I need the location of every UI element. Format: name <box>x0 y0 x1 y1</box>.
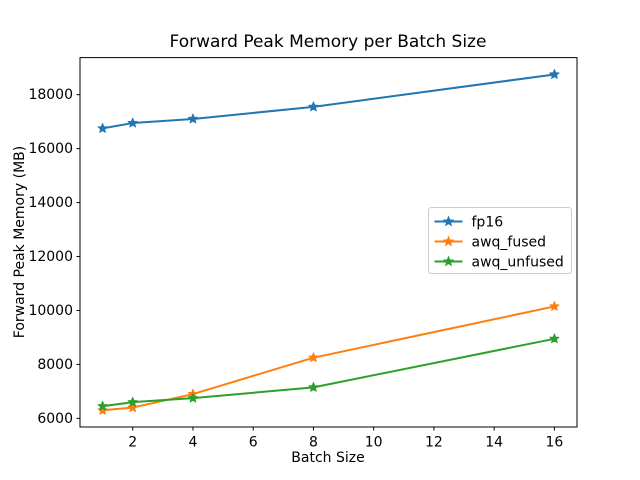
y-tick-label: 10000 <box>28 303 73 319</box>
legend-star-icon <box>442 235 455 247</box>
data-point-star-icon <box>127 396 138 407</box>
x-tick-label: 16 <box>545 435 563 451</box>
x-axis-ticks: 2 4 6 8 10 12 14 16 <box>128 427 563 451</box>
legend-label-fp16: fp16 <box>472 215 504 231</box>
chart-title: Forward Peak Memory per Batch Size <box>170 32 487 52</box>
data-point-star-icon <box>308 381 319 392</box>
y-tick-label: 8000 <box>37 357 73 373</box>
legend-label-awq_fused: awq_fused <box>472 235 547 251</box>
legend-item-awq_unfused: awq_unfused <box>434 255 564 271</box>
y-tick-label: 18000 <box>28 87 73 103</box>
legend-item-awq_fused: awq_fused <box>434 235 547 251</box>
x-tick-label: 8 <box>309 435 318 451</box>
series-awq_unfused <box>97 333 560 411</box>
x-axis-label: Batch Size <box>291 450 364 466</box>
data-point-star-icon <box>549 301 560 311</box>
data-point-star-icon <box>549 69 560 79</box>
data-point-star-icon <box>127 402 138 413</box>
data-point-star-icon <box>187 113 199 124</box>
y-tick-label: 12000 <box>28 249 73 265</box>
x-tick-label: 14 <box>485 435 503 451</box>
plot-border <box>79 57 578 428</box>
series-line-fp16 <box>102 73 555 130</box>
x-tick-label: 6 <box>249 435 258 451</box>
data-point-star-icon <box>308 352 319 363</box>
data-point-star-icon <box>97 123 108 133</box>
legend-star-icon <box>442 215 455 227</box>
series-fp16 <box>97 69 560 133</box>
data-point-star-icon <box>549 333 560 344</box>
y-tick-label: 16000 <box>28 141 73 157</box>
data-point-star-icon <box>97 404 108 415</box>
series-awq_fused <box>97 301 560 415</box>
y-tick-label: 6000 <box>37 411 73 427</box>
x-tick-label: 12 <box>425 435 443 451</box>
x-tick-label: 2 <box>128 435 137 451</box>
data-point-star-icon <box>127 117 138 128</box>
y-axis-ticks: 6000 8000 10000 12000 14000 16000 18000 <box>28 87 80 427</box>
y-axis-label: Forward Peak Memory (MB) <box>12 146 28 338</box>
data-point-star-icon <box>308 101 319 112</box>
legend-box <box>428 207 572 274</box>
x-tick-label: 4 <box>188 435 197 451</box>
legend-item-fp16: fp16 <box>434 215 504 231</box>
series-line-awq_unfused <box>102 337 555 408</box>
data-series <box>97 69 560 415</box>
legend-label-awq_unfused: awq_unfused <box>472 255 564 271</box>
y-tick-label: 14000 <box>28 195 73 211</box>
legend-star-icon <box>442 255 455 267</box>
series-line-awq_fused <box>102 305 555 412</box>
x-tick-label: 10 <box>365 435 383 451</box>
legend: fp16 awq_fused awq_unfused <box>428 207 572 274</box>
data-point-star-icon <box>187 392 199 403</box>
data-point-star-icon <box>97 400 108 411</box>
